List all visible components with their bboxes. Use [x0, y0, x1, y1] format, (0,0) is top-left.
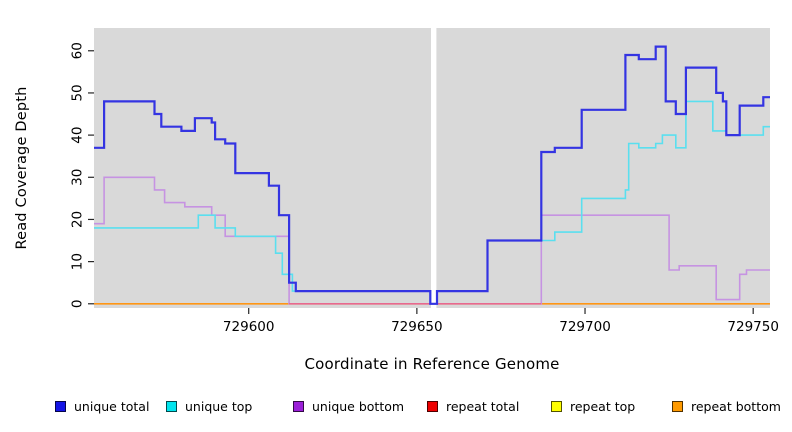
legend-item-unique-bottom: unique bottom — [293, 399, 404, 414]
y-tick-label: 40 — [70, 127, 86, 144]
legend-swatch-unique-bottom — [293, 401, 304, 412]
legend-item-unique-total: unique total — [55, 399, 149, 414]
x-axis-title: Coordinate in Reference Genome — [304, 355, 560, 373]
legend-item-unique-top: unique top — [166, 399, 252, 414]
legend-swatch-repeat-bottom — [672, 401, 683, 412]
x-tick-label: 729600 — [223, 319, 275, 335]
y-tick-label: 20 — [70, 211, 86, 228]
y-tick-label: 60 — [70, 42, 86, 59]
y-tick-label: 50 — [70, 84, 86, 101]
x-tick-label: 729650 — [391, 319, 443, 335]
series-unique-total — [94, 45, 770, 305]
legend-label: unique total — [74, 399, 150, 414]
x-tick-label: 729750 — [727, 319, 779, 335]
legend-item-repeat-total: repeat total — [427, 399, 519, 414]
legend-item-repeat-bottom: repeat bottom — [672, 399, 781, 414]
coverage-gap-mask — [430, 28, 437, 308]
y-axis-title: Read Coverage Depth — [14, 86, 30, 250]
legend-label: unique bottom — [312, 399, 405, 414]
legend-item-repeat-top: repeat top — [551, 399, 635, 414]
legend-label: repeat bottom — [691, 399, 781, 414]
legend-swatch-repeat-total — [427, 401, 438, 412]
legend-label: repeat top — [570, 399, 636, 414]
y-tick-label: 10 — [70, 253, 86, 270]
y-tick-label: 0 — [70, 299, 86, 308]
y-tick-label: 30 — [70, 169, 86, 186]
coverage-plot: 729600 729650 729700 729750 0 10 20 30 40 50 60 — [70, 28, 779, 335]
legend-label: unique top — [185, 399, 253, 414]
legend-swatch-unique-top — [166, 401, 177, 412]
legend-swatch-repeat-top — [551, 401, 562, 412]
legend-swatch-unique-total — [55, 401, 66, 412]
legend-label: repeat total — [446, 399, 520, 414]
x-tick-label: 729700 — [559, 319, 611, 335]
